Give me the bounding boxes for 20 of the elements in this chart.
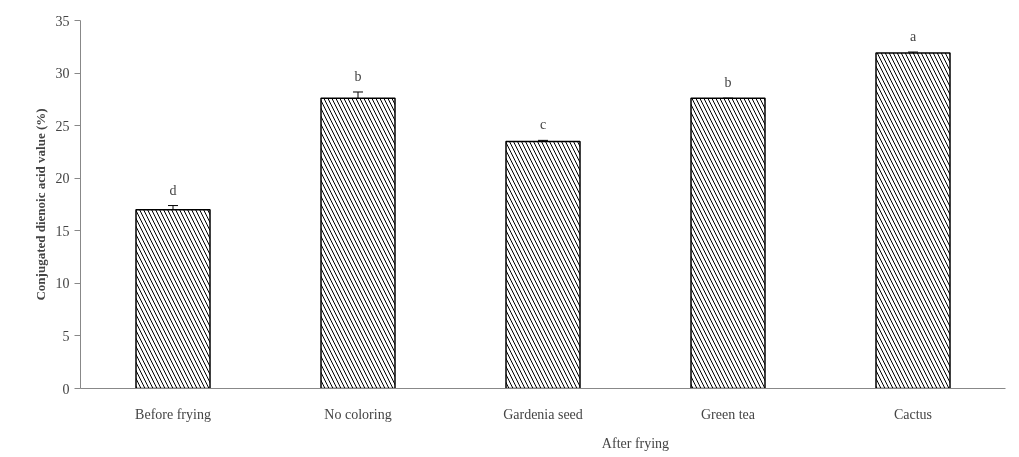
- x-tick-label: Before frying: [135, 406, 211, 422]
- annotation: d: [169, 182, 177, 198]
- text: After frying: [601, 435, 670, 451]
- y-tick-label: 5: [62, 328, 70, 344]
- y-axis-title: Conjugated dienoic acid value (%): [32, 108, 48, 301]
- y-tick-label: 20: [55, 171, 70, 187]
- y-tick-label: 30: [55, 66, 70, 82]
- y-tick-label: 15: [55, 223, 70, 239]
- annotation: c: [539, 117, 547, 133]
- y-tick-label: 35: [55, 13, 70, 29]
- x-tick-label: Green tea: [700, 406, 756, 422]
- annotation: a: [909, 29, 917, 45]
- annotation: b: [724, 75, 732, 91]
- y-tick-label: 25: [55, 118, 70, 134]
- y-tick-label: 10: [55, 276, 70, 292]
- annotation: b: [354, 69, 362, 84]
- y-tick-label: 0: [62, 381, 70, 397]
- x-tick-label: Gardenia seed: [503, 406, 583, 422]
- x-tick-label: No coloring: [324, 406, 392, 422]
- x-tick-label: Cactus: [893, 406, 933, 422]
